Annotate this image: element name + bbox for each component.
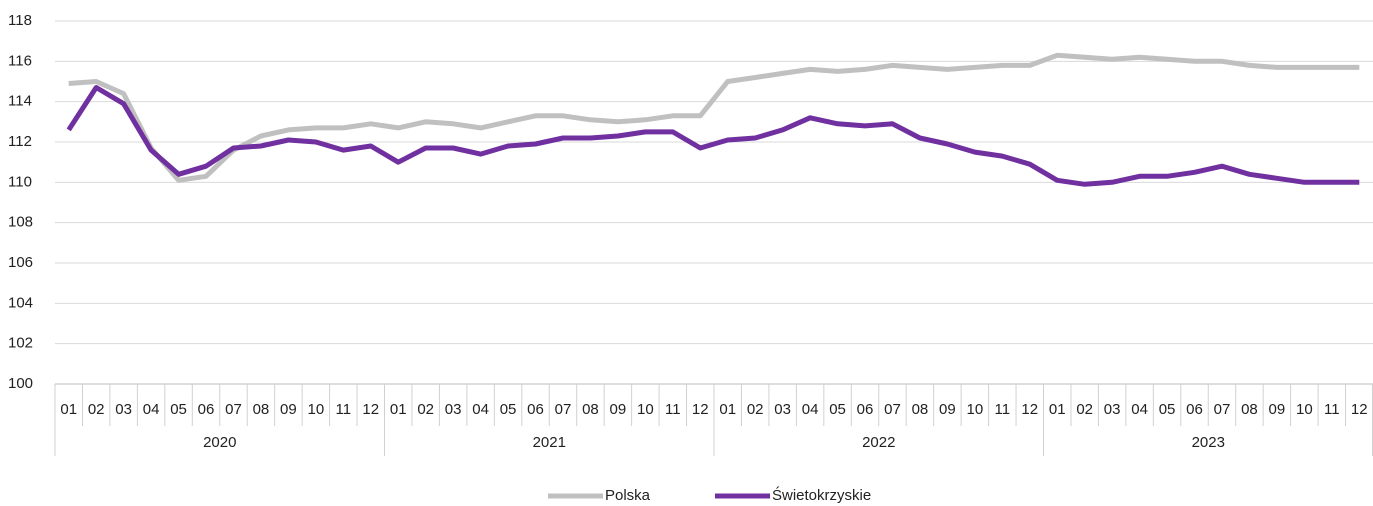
y-tick-label: 116 (8, 52, 32, 69)
y-tick-label: 112 (8, 133, 32, 150)
legend-label: Polska (605, 487, 651, 504)
x-tick-label: 07 (555, 401, 572, 418)
x-tick-label: 01 (60, 401, 77, 418)
x-tick-label: 10 (1296, 401, 1313, 418)
x-tick-label: 07 (225, 401, 242, 418)
x-tick-label: 12 (1351, 401, 1368, 418)
x-tick-label: 04 (143, 401, 160, 418)
x-tick-label: 06 (527, 401, 544, 418)
x-tick-label: 02 (88, 401, 105, 418)
x-tick-label: 06 (198, 401, 215, 418)
x-tick-label: 02 (747, 401, 764, 418)
x-tick-label: 01 (1049, 401, 1066, 418)
x-tick-label: 12 (1021, 401, 1038, 418)
x-tick-label: 05 (500, 401, 517, 418)
x-tick-label: 05 (829, 401, 846, 418)
y-tick-label: 100 (8, 375, 33, 392)
x-tick-label: 11 (665, 401, 681, 418)
x-tick-label: 10 (308, 401, 325, 418)
y-tick-label: 106 (8, 254, 33, 271)
series-line (68, 52, 1360, 183)
x-tick-label: 08 (582, 401, 599, 418)
x-tick-label: 05 (1159, 401, 1176, 418)
x-tick-label: 06 (857, 401, 874, 418)
y-tick-label: 110 (8, 173, 32, 190)
x-tick-label: 06 (1186, 401, 1203, 418)
x-tick-label: 11 (1324, 401, 1340, 418)
x-tick-label: 03 (115, 401, 132, 418)
y-tick-label: 104 (8, 294, 33, 311)
x-tick-label: 09 (610, 401, 627, 418)
x-tick-label: 02 (1076, 401, 1093, 418)
x-tick-label: 08 (912, 401, 929, 418)
y-tick-label: 108 (8, 214, 33, 231)
x-tick-label: 11 (336, 401, 352, 418)
x-group-label: 2022 (862, 434, 895, 451)
x-tick-label: 01 (390, 401, 407, 418)
x-tick-label: 09 (1269, 401, 1286, 418)
x-tick-label: 04 (802, 401, 819, 418)
legend-label: Świetokrzyskie (772, 486, 871, 504)
y-tick-label: 102 (8, 335, 33, 352)
x-tick-label: 02 (417, 401, 434, 418)
x-tick-label: 04 (1131, 401, 1148, 418)
x-tick-label: 05 (170, 401, 187, 418)
x-tick-label: 11 (995, 401, 1011, 418)
x-tick-label: 03 (445, 401, 462, 418)
x-tick-label: 03 (1104, 401, 1121, 418)
x-tick-label: 01 (719, 401, 736, 418)
x-tick-label: 08 (253, 401, 270, 418)
x-tick-label: 07 (1214, 401, 1231, 418)
y-tick-label: 114 (8, 93, 32, 110)
x-tick-label: 12 (362, 401, 379, 418)
x-group-label: 2023 (1192, 434, 1225, 451)
x-tick-label: 12 (692, 401, 709, 418)
x-group-label: 2020 (203, 434, 236, 451)
x-tick-label: 03 (774, 401, 791, 418)
x-tick-label: 07 (884, 401, 901, 418)
x-tick-label: 10 (637, 401, 654, 418)
x-tick-label: 09 (280, 401, 297, 418)
x-tick-label: 08 (1241, 401, 1258, 418)
x-tick-label: 10 (967, 401, 984, 418)
x-group-label: 2021 (533, 434, 566, 451)
x-tick-label: 04 (472, 401, 489, 418)
series-line (66, 85, 1360, 187)
x-tick-label: 09 (939, 401, 956, 418)
y-tick-label: 118 (8, 12, 32, 29)
